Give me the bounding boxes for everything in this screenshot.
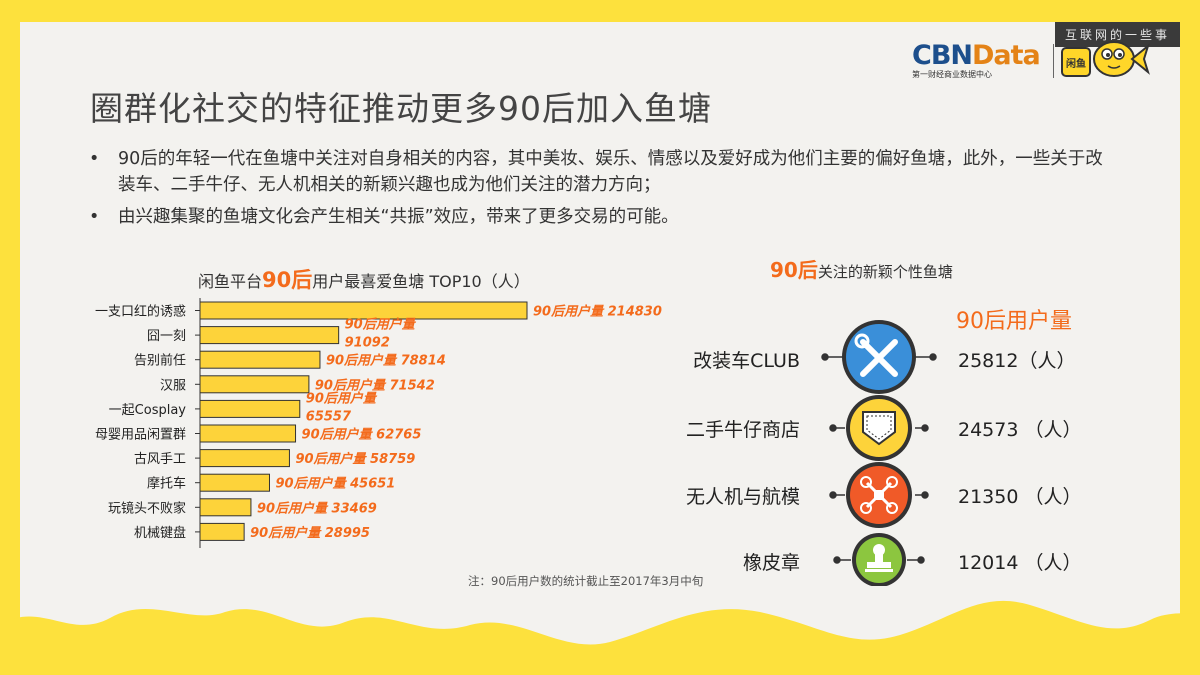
category-label: 汉服 <box>160 378 186 393</box>
data-label: 90后用户量 28995 <box>250 525 370 541</box>
bar <box>199 449 290 468</box>
bullet-item: • 由兴趣集聚的鱼塘文化会产生相关“共振”效应，带来了更多交易的可能。 <box>85 204 1115 230</box>
category-label: 机械键盘 <box>134 525 186 541</box>
data-label-value: 65557 <box>306 409 352 424</box>
category-label: 母婴用品闲置群 <box>95 428 186 443</box>
category-label: 囧一刻 <box>147 329 186 344</box>
bullet-dot: • <box>89 207 100 227</box>
chart-title-pre: 闲鱼平台 <box>198 272 263 291</box>
category-label: 一支口红的诱惑 <box>95 304 186 320</box>
category-label: 一起Cosplay <box>109 403 187 418</box>
bar <box>199 399 301 418</box>
logo-brand-accent: Data <box>972 40 1041 71</box>
pond-label: 二手牛仔商店 <box>685 419 800 441</box>
data-label: 90后用户量 214830 <box>533 304 662 320</box>
drone-icon <box>846 462 912 528</box>
data-label: 90后用户量 45651 <box>275 476 395 492</box>
page-title: 圈群化社交的特征推动更多90后加入鱼塘 <box>90 89 712 128</box>
content-panel <box>20 22 1180 675</box>
data-label-prefix: 90后用户量 <box>306 390 378 406</box>
data-label: 90后用户量 62765 <box>302 427 422 443</box>
bar <box>199 301 528 320</box>
denim-pocket-icon <box>846 395 912 461</box>
logo-divider <box>1053 44 1054 78</box>
category-label: 告别前任 <box>134 353 186 369</box>
pond-value: 21350 （人） <box>958 486 1082 508</box>
right-title-post: 关注的新颖个性鱼塘 <box>817 263 953 281</box>
footnote: 注：90后用户数的统计截止至2017年3月中旬 <box>468 574 704 588</box>
chart-title-post: 用户最喜爱鱼塘 TOP10（人） <box>312 272 530 291</box>
bar <box>199 424 297 443</box>
pond-icon-column <box>821 320 937 586</box>
connector-lines <box>821 353 937 564</box>
bullet-text: 90后的年轻一代在鱼塘中关注对自身相关的内容，其中美妆、娱乐、情感以及爱好成为他… <box>118 149 1103 195</box>
top10-bar-chart: 一支口红的诱惑 90后用户量 214830 囧一刻 90后用户量 91092 告别前任 90… <box>95 298 662 548</box>
bar <box>199 326 340 345</box>
right-title-highlight: 90后 <box>770 258 818 282</box>
bar <box>199 473 270 492</box>
pond-value: 25812（人） <box>958 350 1076 372</box>
tools-icon <box>842 320 916 394</box>
pond-value: 12014 （人） <box>958 552 1082 574</box>
pond-label: 无人机与航模 <box>685 486 800 508</box>
fish-mascot-icon <box>1093 41 1150 77</box>
data-label: 90后用户量 58759 <box>295 451 415 467</box>
bar <box>199 350 321 369</box>
bullet-dot: • <box>89 149 100 169</box>
category-label: 古风手工 <box>134 452 186 467</box>
xianyu-logo-badge: 闲鱼 <box>1061 47 1091 77</box>
bar <box>199 522 245 541</box>
rubber-stamp-icon <box>852 533 906 586</box>
data-label: 90后用户量 78814 <box>326 353 446 369</box>
data-label-value: 91092 <box>345 336 390 351</box>
data-label: 90后用户量 71542 <box>315 377 435 393</box>
bar <box>199 375 310 394</box>
pond-value: 24573 （人） <box>958 419 1082 441</box>
logo-brand-main: CBN <box>912 40 973 71</box>
logo-subtitle: 第一财经商业数据中心 <box>912 70 992 79</box>
category-label: 玩镜头不败家 <box>108 500 186 516</box>
bullet-item: • 90后的年轻一代在鱼塘中关注对自身相关的内容，其中美妆、娱乐、情感以及爱好成为… <box>85 146 1115 198</box>
bar <box>199 498 252 517</box>
pond-label: 橡皮章 <box>742 552 800 574</box>
category-label: 摩托车 <box>147 476 186 492</box>
data-label: 90后用户量 33469 <box>257 500 377 516</box>
chart-title: 闲鱼平台90后用户最喜爱鱼塘 TOP10（人） <box>198 264 530 294</box>
right-value-header: 90后用户量 <box>956 309 1072 334</box>
chart-title-highlight: 90后 <box>262 268 313 292</box>
pond-label: 改装车CLUB <box>693 350 800 372</box>
bullet-list: • 90后的年轻一代在鱼塘中关注对自身相关的内容，其中美妆、娱乐、情感以及爱好成为… <box>85 146 1115 236</box>
cbndata-logo: CBNData 第一财经商业数据中心 <box>912 40 1041 80</box>
data-label-prefix: 90后用户量 <box>345 317 417 333</box>
bullet-text: 由兴趣集聚的鱼塘文化会产生相关“共振”效应，带来了更多交易的可能。 <box>118 207 679 227</box>
right-section-title: 90后关注的新颖个性鱼塘 <box>770 254 953 283</box>
